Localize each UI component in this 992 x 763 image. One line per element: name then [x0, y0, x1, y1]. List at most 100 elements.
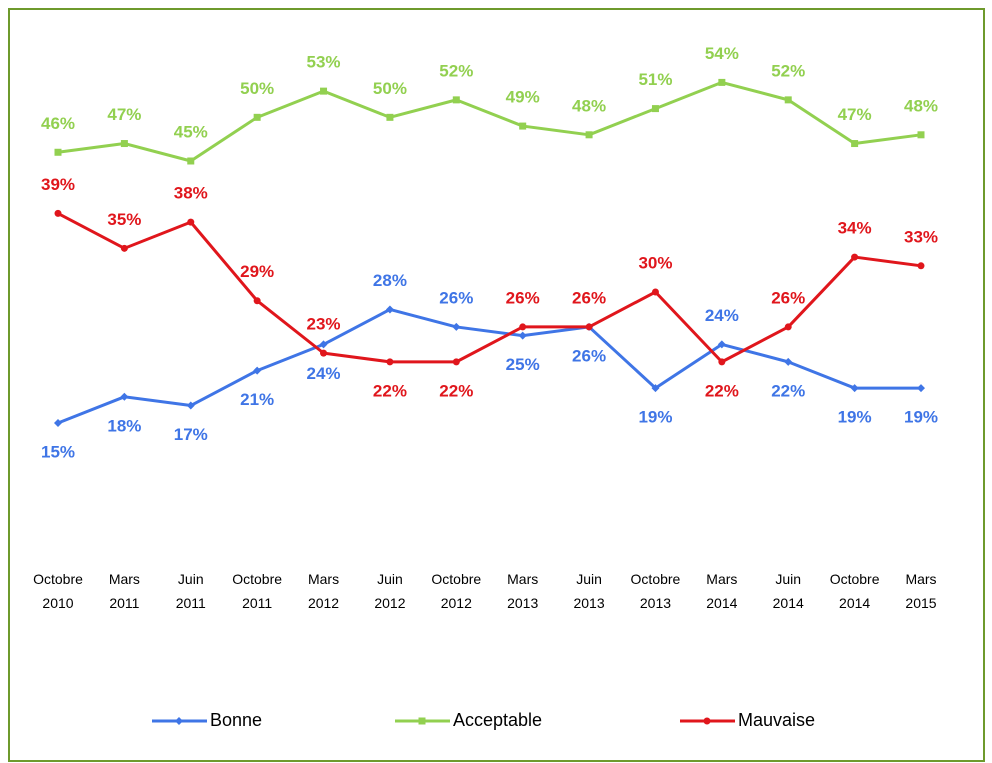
data-label: 26% — [439, 288, 473, 307]
data-label: 23% — [307, 315, 341, 334]
marker — [917, 131, 925, 139]
data-label: 39% — [41, 175, 75, 194]
data-label: 47% — [107, 105, 141, 124]
data-label: 19% — [638, 408, 672, 427]
marker — [718, 358, 726, 366]
marker — [917, 262, 925, 270]
x-tick-label: Juin 2014 — [773, 571, 804, 611]
marker — [851, 140, 859, 148]
marker — [253, 366, 262, 375]
data-label: 54% — [705, 44, 739, 63]
x-tick-label: Juin 2011 — [176, 571, 206, 611]
x-tick-label: Octobre 2011 — [232, 571, 282, 611]
data-label: 45% — [174, 122, 208, 141]
data-label: 52% — [771, 61, 805, 80]
data-label: 29% — [240, 262, 274, 281]
marker — [519, 122, 527, 130]
data-label: 25% — [506, 355, 540, 374]
marker — [386, 113, 394, 121]
marker — [784, 323, 792, 331]
marker — [851, 253, 859, 261]
x-tick-label: Mars 2011 — [109, 571, 140, 611]
data-label: 50% — [240, 79, 274, 98]
marker — [718, 78, 726, 86]
x-tick-label: Mars 2012 — [308, 571, 339, 611]
marker — [253, 297, 261, 305]
chart-border — [8, 8, 985, 762]
marker — [418, 717, 426, 725]
x-tick-label: Octobre 2012 — [431, 571, 481, 611]
marker — [917, 384, 925, 393]
marker — [585, 131, 593, 139]
x-tick-label: Mars 2014 — [706, 571, 737, 611]
data-label: 51% — [638, 70, 672, 89]
data-label: 17% — [174, 425, 208, 444]
x-tick-label: Octobre 2014 — [830, 571, 880, 611]
marker — [54, 419, 62, 427]
data-label: 30% — [638, 253, 672, 272]
legend-label: Mauvaise — [738, 710, 815, 730]
data-label: 28% — [373, 271, 407, 290]
data-label: 24% — [307, 364, 341, 383]
data-label: 26% — [572, 346, 606, 365]
data-label: 48% — [572, 96, 606, 115]
marker — [175, 717, 183, 725]
x-tick-label: Mars 2013 — [507, 571, 538, 611]
x-tick-label: Octobre 2010 — [33, 571, 83, 611]
data-label: 49% — [506, 88, 540, 107]
x-tick-label: Juin 2013 — [573, 571, 604, 611]
data-label: 22% — [771, 381, 805, 400]
marker — [519, 323, 527, 331]
marker — [187, 218, 195, 226]
marker — [120, 392, 129, 401]
data-label: 26% — [506, 288, 540, 307]
marker — [651, 105, 659, 113]
marker — [452, 358, 460, 366]
data-label: 48% — [904, 96, 938, 115]
marker — [452, 96, 460, 104]
marker — [585, 323, 593, 331]
series-line — [57, 80, 922, 163]
x-tick-label: Octobre 2013 — [631, 571, 681, 611]
marker — [319, 340, 328, 349]
data-label: 52% — [439, 61, 473, 80]
marker — [186, 401, 195, 410]
marker — [120, 140, 128, 148]
data-label: 33% — [904, 227, 938, 246]
marker — [651, 384, 660, 393]
data-label: 21% — [240, 390, 274, 409]
data-label: 19% — [904, 408, 938, 427]
marker — [253, 113, 261, 121]
marker — [850, 384, 859, 393]
data-label: 24% — [705, 306, 739, 325]
marker — [54, 209, 62, 217]
marker — [54, 148, 62, 156]
marker — [385, 305, 394, 314]
data-label: 19% — [838, 408, 872, 427]
x-tick-label: Juin 2012 — [374, 571, 405, 611]
data-label: 38% — [174, 184, 208, 203]
data-label: 22% — [439, 381, 473, 400]
marker — [386, 358, 394, 366]
data-label: 46% — [41, 114, 75, 133]
legend-label: Acceptable — [453, 710, 542, 730]
marker — [320, 87, 328, 95]
marker — [784, 96, 792, 104]
data-label: 18% — [107, 416, 141, 435]
data-label: 53% — [307, 53, 341, 72]
marker — [120, 244, 128, 252]
data-label: 22% — [705, 381, 739, 400]
marker — [518, 331, 527, 340]
marker — [320, 349, 328, 357]
data-label: 22% — [373, 381, 407, 400]
x-tick-label: Mars 2015 — [905, 571, 936, 611]
marker — [717, 340, 726, 349]
marker — [187, 157, 195, 165]
series-line — [57, 307, 921, 425]
marker — [452, 322, 461, 331]
marker — [651, 288, 659, 296]
data-label: 26% — [572, 288, 606, 307]
data-label: 34% — [838, 219, 872, 238]
